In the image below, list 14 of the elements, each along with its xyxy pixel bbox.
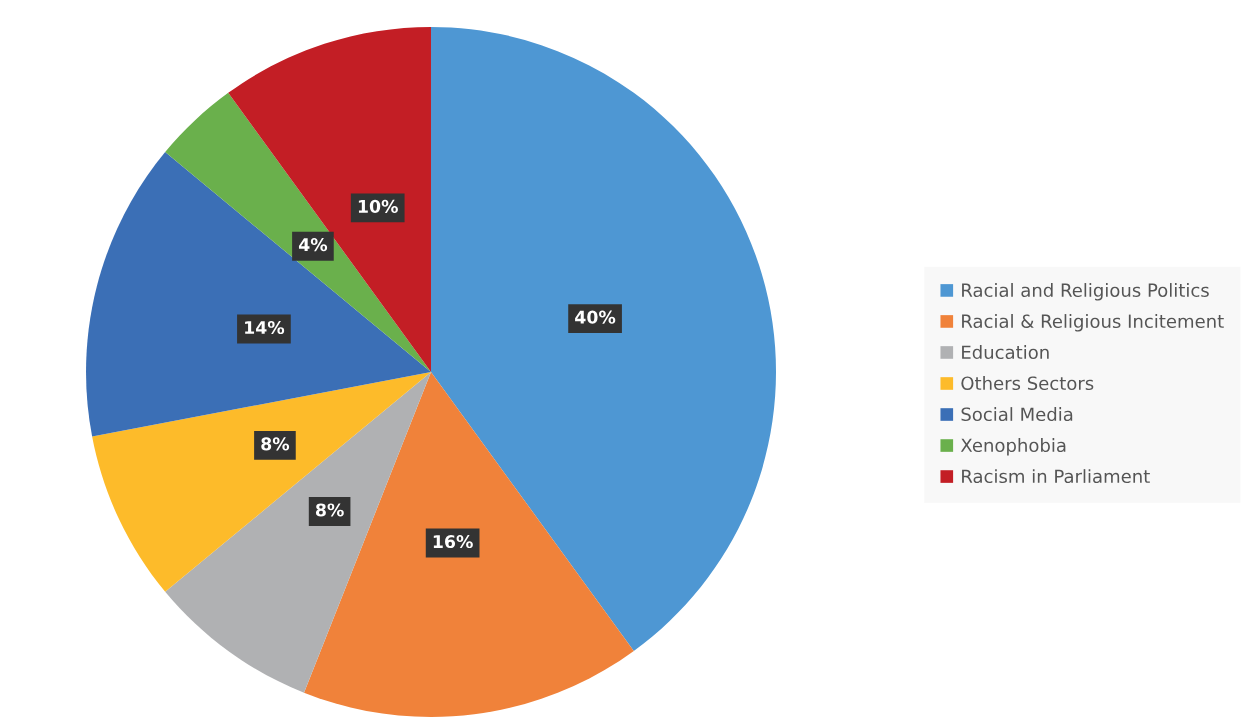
data-label: 40%	[575, 310, 616, 324]
legend-label: Racial and Religious Politics	[962, 283, 1209, 301]
legend-label: Others Sectors	[961, 376, 1094, 391]
data-label: 4%	[298, 238, 328, 252]
legend-label: Racial & Religious Incitement	[962, 314, 1224, 332]
data-label: 14%	[245, 320, 285, 335]
data-label: 10%	[358, 199, 398, 213]
legend-label: Education	[962, 345, 1049, 360]
data-label: 8%	[315, 503, 344, 517]
legend-label: Social Media	[961, 407, 1073, 422]
data-label: 8%	[261, 437, 290, 451]
legend-label: Xenophobia	[960, 438, 1066, 456]
legend-label: Racism in Parliament	[962, 469, 1150, 484]
data-label: 16%	[433, 534, 473, 549]
